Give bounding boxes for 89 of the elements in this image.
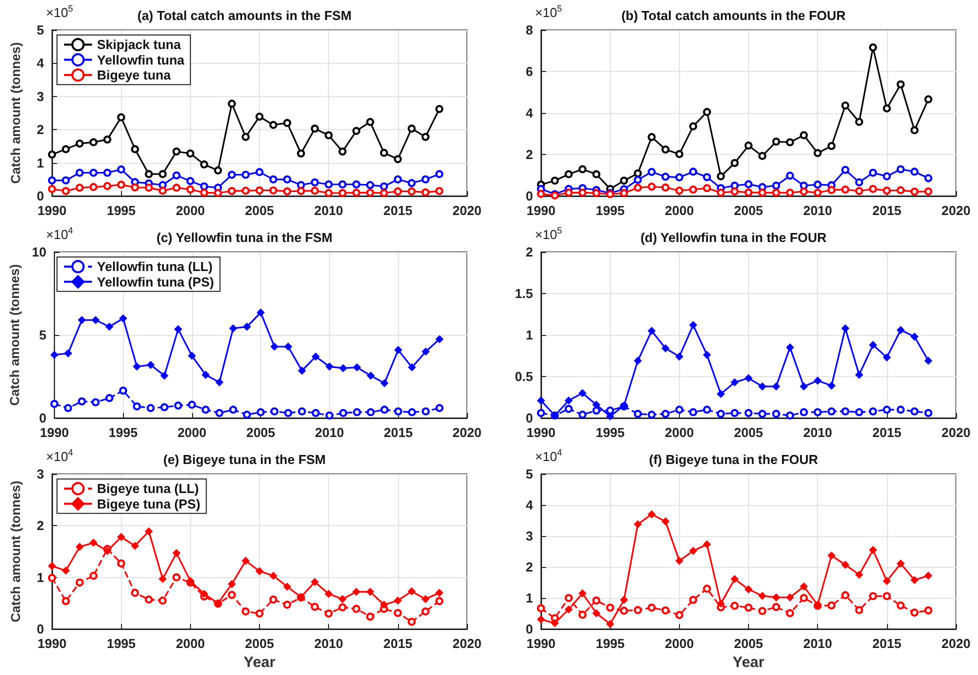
y-tick-label: 1 — [526, 328, 533, 342]
y-tick-label: 6 — [526, 64, 533, 79]
x-tick-label: 2000 — [664, 425, 694, 440]
y-tick-label: 3 — [36, 88, 44, 104]
x-axis-title: Year — [732, 654, 765, 671]
y-tick-label: 2 — [526, 244, 533, 260]
legend-label: Bigeye tuna (PS) — [97, 496, 200, 512]
y-tick-label: 4 — [36, 56, 45, 71]
y-tick-label: 1.5 — [514, 286, 533, 301]
x-tick-label: 2010 — [803, 203, 832, 218]
x-tick-label: 2020 — [452, 203, 482, 218]
y-axis-title: Catch amount (tonnes) — [8, 42, 23, 184]
y-tick-label: 2 — [526, 560, 533, 574]
chart-title: (a) Total catch amounts in the FSM — [137, 8, 352, 23]
x-tick-label: 2010 — [314, 636, 344, 651]
y-tick-label: 8 — [526, 22, 533, 38]
x-tick-label: 2015 — [872, 636, 902, 651]
y-tick-label: 0 — [36, 188, 44, 204]
x-tick-label: 1990 — [526, 203, 556, 218]
x-axis-title: Year — [244, 654, 276, 671]
chart-title: (c) Yellowfin tuna in the FSM — [156, 230, 332, 245]
x-tick-label: 2000 — [664, 636, 694, 651]
y-tick-label: 0 — [526, 410, 533, 426]
y-tick-label: 2 — [36, 122, 44, 138]
x-tick-label: 2000 — [176, 636, 205, 651]
y-tick-label: 3 — [526, 528, 533, 544]
y-axis-title: Catch amount (tonnes) — [8, 480, 23, 622]
x-tick-label: 2000 — [177, 425, 206, 440]
legend-label: Bigeye tuna — [97, 68, 172, 82]
x-tick-label: 2020 — [452, 425, 482, 440]
x-tick-label: 2005 — [734, 203, 763, 218]
x-tick-label: 2020 — [942, 203, 970, 218]
x-tick-label: 2015 — [383, 636, 412, 651]
x-tick-label: 1990 — [526, 636, 556, 651]
y-axis-title: Catch amount (tonnes) — [7, 264, 22, 406]
x-tick-label: 2015 — [383, 203, 412, 218]
x-tick-label: 2005 — [246, 425, 276, 440]
x-tick-label: 2005 — [245, 636, 274, 651]
x-tick-label: 2000 — [176, 203, 205, 218]
x-tick-label: 2010 — [803, 636, 832, 651]
x-tick-label: 2005 — [734, 425, 763, 440]
legend-label: Yellowfin tuna — [97, 52, 186, 68]
chart-title: (b) Total catch amounts in the FOUR — [621, 8, 846, 23]
y-tick-label: 1 — [36, 570, 44, 585]
x-tick-label: 2005 — [734, 636, 763, 651]
chart-title: (f) Bigeye tuna in the FOUR — [649, 452, 819, 467]
y-tick-label: 4 — [526, 498, 534, 512]
x-tick-label: 2010 — [803, 425, 832, 440]
x-tick-label: 2000 — [664, 203, 694, 218]
y-tick-label: 2 — [36, 518, 44, 534]
x-tick-label: 1990 — [526, 425, 556, 440]
y-tick-label: 0.5 — [514, 369, 533, 384]
x-tick-label: 2015 — [872, 425, 902, 440]
x-tick-label: 2015 — [872, 203, 902, 218]
x-tick-label: 2020 — [452, 636, 482, 651]
y-tick-label: 5 — [39, 328, 46, 342]
x-tick-label: 2010 — [314, 425, 344, 440]
x-tick-label: 1995 — [108, 425, 138, 440]
x-tick-label: 1995 — [106, 203, 136, 218]
y-tick-label: 0 — [526, 622, 533, 636]
y-tick-label: 10 — [32, 244, 46, 260]
y-tick-label: 0 — [39, 410, 46, 426]
x-tick-label: 2015 — [384, 425, 413, 440]
y-tick-label: 5 — [526, 466, 533, 482]
y-tick-label: 4 — [526, 106, 534, 120]
legend-label: Skipjack tuna — [97, 37, 182, 52]
x-tick-label: 2010 — [314, 203, 344, 218]
x-tick-label: 1990 — [38, 203, 66, 218]
x-tick-label: 2005 — [245, 203, 274, 218]
x-tick-label: 1995 — [596, 425, 625, 440]
x-tick-label: 1995 — [106, 636, 136, 651]
y-tick-label: 0 — [526, 188, 533, 204]
y-tick-label: 1 — [36, 155, 44, 170]
x-tick-label: 2020 — [942, 636, 970, 651]
y-tick-label: 1 — [526, 590, 533, 606]
chart-title: (e) Bigeye tuna in the FSM — [163, 452, 326, 467]
x-tick-label: 1995 — [596, 203, 625, 218]
x-tick-label: 1990 — [40, 425, 69, 440]
legend-label: Bigeye tuna (LL) — [97, 481, 199, 496]
y-tick-label: 5 — [36, 22, 44, 38]
x-tick-label: 1995 — [596, 636, 625, 651]
y-tick-label: 2 — [526, 147, 533, 162]
y-tick-label: 0 — [36, 622, 44, 636]
y-tick-label: 3 — [36, 466, 44, 482]
legend-label: Yellowfin tuna (LL) — [97, 259, 213, 274]
legend-label: Yellowfin tuna (PS) — [97, 274, 214, 290]
x-tick-label: 2020 — [942, 425, 970, 440]
x-tick-label: 1990 — [38, 636, 66, 651]
chart-title: (d) Yellowfin tuna in the FOUR — [640, 230, 828, 245]
